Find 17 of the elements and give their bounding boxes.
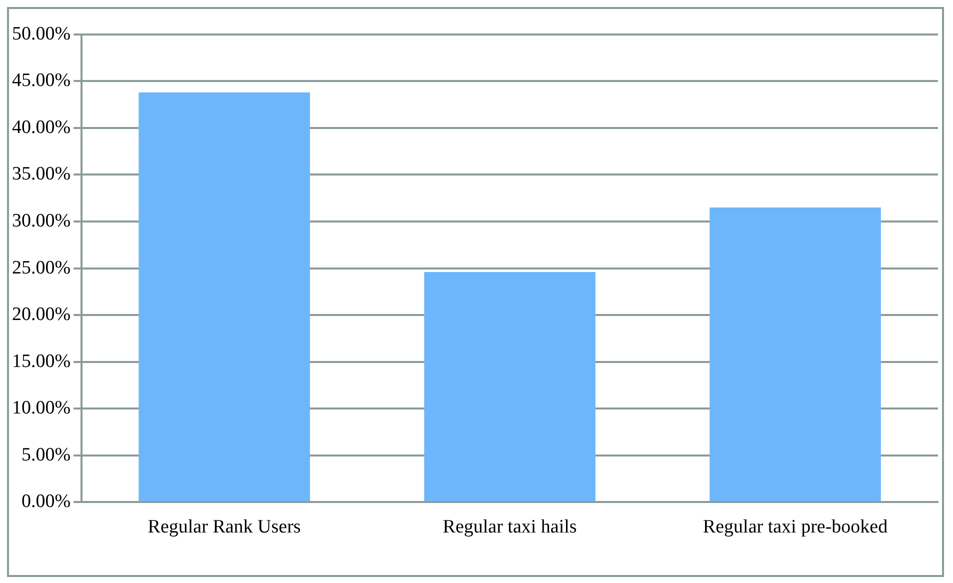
y-tick-label: 15.00%	[12, 350, 71, 372]
y-tick-label: 25.00%	[12, 257, 71, 278]
bar	[710, 207, 881, 502]
y-tick-label: 45.00%	[12, 70, 71, 92]
bar	[424, 272, 596, 502]
y-tick-label: 20.00%	[12, 304, 71, 326]
y-tick-label: 5.00%	[22, 444, 71, 466]
bar	[138, 92, 310, 502]
y-tick-label: 30.00%	[12, 210, 71, 232]
y-tick-label: 35.00%	[12, 164, 71, 185]
x-tick-label: Regular Rank Users	[148, 516, 301, 538]
y-tick-label: 40.00%	[12, 116, 71, 138]
y-tick-label: 10.00%	[12, 398, 71, 419]
x-tick-label: Regular taxi pre-booked	[702, 516, 888, 538]
y-tick-label: 50.00%	[12, 23, 71, 44]
y-tick-label: 0.00%	[22, 491, 71, 512]
x-tick-label: Regular taxi hails	[442, 516, 577, 538]
